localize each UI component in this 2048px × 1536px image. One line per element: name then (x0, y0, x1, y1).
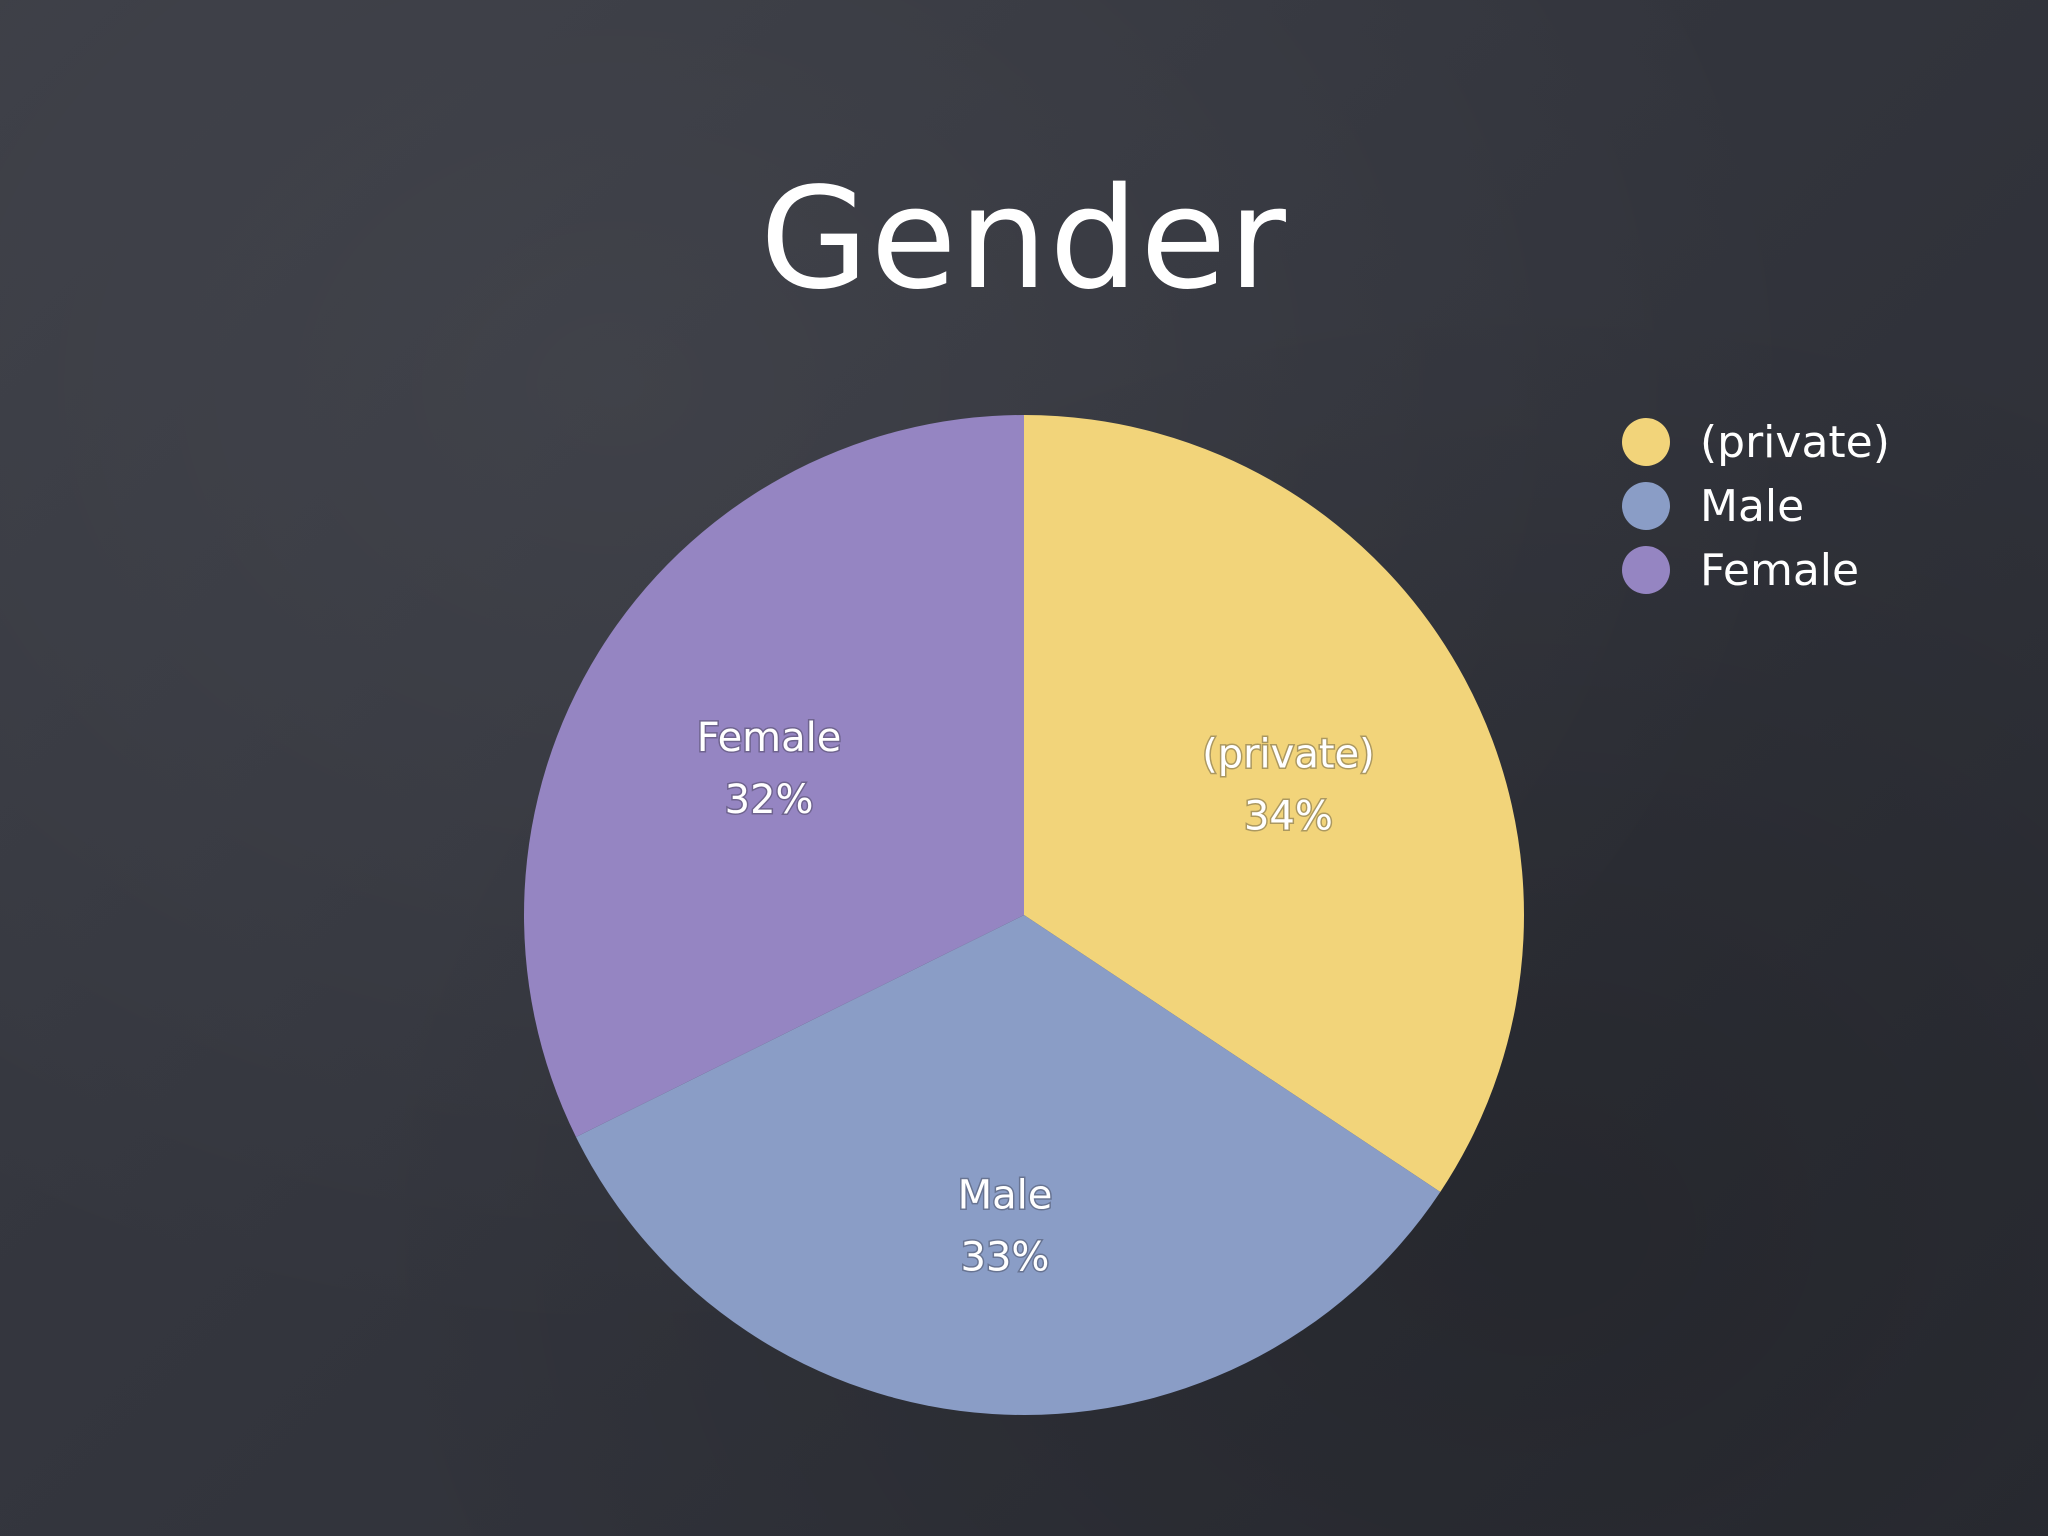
legend-item: Female (1622, 538, 1890, 602)
pie-slices (524, 415, 1524, 1416)
legend: (private) Male Female (1622, 410, 1890, 602)
slice-label-category: Female (697, 715, 842, 761)
legend-item: (private) (1622, 410, 1890, 474)
pie-slice-female (524, 415, 1024, 1138)
legend-label: Male (1700, 480, 1805, 532)
legend-swatch (1622, 546, 1670, 594)
slice-label-value: 34% (1244, 793, 1333, 839)
legend-label: (private) (1700, 416, 1890, 468)
legend-swatch (1622, 482, 1670, 530)
legend-swatch (1622, 418, 1670, 466)
pie-slice-male (576, 915, 1441, 1416)
slice-label-value: 32% (725, 777, 814, 823)
pie-labels: (private) 34% Male 33% Female 32% (695, 713, 1376, 1282)
slice-label-category: (private) (1202, 731, 1375, 777)
slice-label-value: 33% (961, 1234, 1050, 1280)
pie-slice-private (1024, 415, 1524, 1192)
legend-item: Male (1622, 474, 1890, 538)
chart-title: Gender (760, 158, 1288, 321)
legend-label: Female (1700, 544, 1860, 596)
slice-label-category: Male (958, 1172, 1053, 1218)
